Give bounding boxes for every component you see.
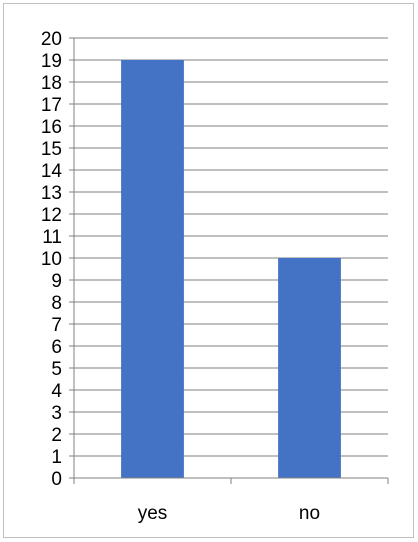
y-tick-label: 7 (51, 315, 62, 336)
y-tick-label: 19 (41, 51, 62, 72)
x-category-label: yes (138, 503, 168, 524)
y-tick-label: 14 (41, 161, 63, 182)
y-tick-label: 16 (41, 117, 62, 138)
bars (121, 60, 341, 478)
y-tick-label: 20 (41, 29, 62, 50)
y-tick-label: 5 (51, 359, 62, 380)
x-category-labels: yes no (138, 503, 320, 524)
y-tick-label: 9 (51, 271, 62, 292)
y-tick-label: 0 (51, 469, 62, 490)
chart-frame (3, 3, 414, 538)
y-tick-label: 6 (51, 337, 62, 358)
y-tick-label: 2 (51, 425, 62, 446)
y-tick-label: 13 (41, 183, 62, 204)
y-tick-label: 1 (51, 447, 62, 468)
bar-yes (121, 60, 184, 478)
y-tick-label: 17 (41, 95, 62, 116)
y-tick-label: 10 (41, 249, 62, 270)
bar-no (278, 258, 341, 478)
y-tick-label: 4 (51, 381, 62, 402)
y-tick-label: 3 (51, 403, 62, 424)
x-category-label: no (299, 503, 320, 524)
y-tick-label: 15 (41, 139, 62, 160)
y-tick-label: 12 (41, 205, 62, 226)
axes (69, 37, 389, 484)
y-tick-label: 11 (42, 227, 62, 248)
y-tick-label: 18 (41, 73, 62, 94)
y-tick-label: 8 (51, 293, 62, 314)
